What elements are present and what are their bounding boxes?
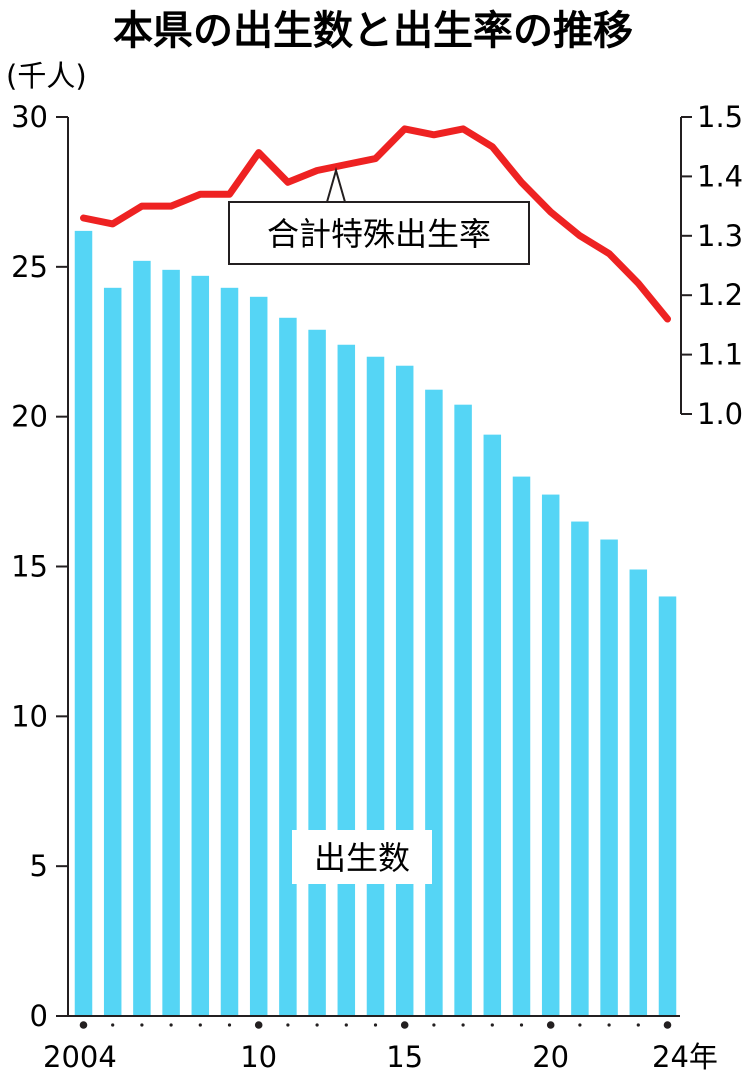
x-tick-dot bbox=[578, 1023, 582, 1027]
bar-2024 bbox=[658, 596, 677, 1016]
x-tick-dot bbox=[432, 1023, 436, 1027]
x-tick-dot bbox=[607, 1023, 611, 1027]
left-tick-label: 30 bbox=[11, 100, 48, 134]
left-axis-unit: (千人) bbox=[6, 59, 87, 93]
bar-2022 bbox=[600, 539, 618, 1016]
bar-2013 bbox=[337, 344, 356, 1016]
x-tick-dot bbox=[286, 1023, 290, 1027]
bar-2023 bbox=[629, 569, 648, 1016]
x-tick-dot bbox=[169, 1023, 173, 1027]
right-tick-label: 1.5 bbox=[697, 100, 743, 134]
rate-label-box bbox=[228, 201, 530, 265]
rate-series-label: 合計特殊出生率 bbox=[267, 215, 491, 253]
x-tick-dot bbox=[373, 1023, 378, 1027]
right-tick-label: 1.4 bbox=[697, 159, 743, 193]
left-tick-label: 0 bbox=[30, 999, 48, 1033]
x-tick-label: 24年 bbox=[652, 1040, 718, 1074]
bar-2008 bbox=[191, 275, 210, 1016]
rate-label-pointer bbox=[326, 166, 346, 203]
fertility-rate-line bbox=[80, 125, 671, 323]
bar-2014 bbox=[366, 356, 385, 1016]
birth-count-bars bbox=[74, 230, 677, 1017]
left-tick-label: 15 bbox=[11, 550, 48, 584]
left-tick-label: 25 bbox=[11, 250, 48, 284]
right-tick-label: 1.0 bbox=[697, 397, 743, 431]
right-tick-label: 1.1 bbox=[697, 338, 743, 372]
bar-2007 bbox=[162, 269, 180, 1017]
x-tick-dot bbox=[663, 1021, 672, 1029]
count-label-box bbox=[292, 830, 432, 884]
x-tick-dot bbox=[344, 1023, 348, 1027]
x-tick-dot bbox=[636, 1023, 640, 1027]
x-tick-dot bbox=[254, 1021, 263, 1029]
x-tick-dot bbox=[315, 1023, 319, 1027]
axes: 0 5 10 15 20 25 30 1.0 1.1 1.2 1.3 1.4 1.5 2004 10 15 20… bbox=[11, 100, 743, 1074]
bar-2005 bbox=[103, 287, 122, 1016]
bar-2006 bbox=[133, 260, 151, 1017]
bar-2012 bbox=[308, 329, 326, 1017]
bar-2015 bbox=[395, 365, 414, 1016]
x-tick-label: 2004 bbox=[43, 1040, 117, 1074]
bar-2017 bbox=[454, 404, 472, 1016]
right-tick-label: 1.3 bbox=[697, 219, 743, 253]
left-tick-label: 20 bbox=[11, 400, 48, 434]
x-tick-label: 10 bbox=[240, 1040, 277, 1074]
bar-2019 bbox=[512, 476, 531, 1017]
x-tick-dot bbox=[140, 1023, 144, 1027]
x-tick-dot bbox=[400, 1021, 409, 1029]
left-tick-label: 5 bbox=[30, 849, 48, 883]
bar-2010 bbox=[249, 296, 268, 1016]
right-tick-label: 1.2 bbox=[697, 278, 743, 312]
x-tick-dot bbox=[79, 1021, 88, 1029]
x-tick-dot bbox=[546, 1021, 555, 1029]
left-tick-label: 10 bbox=[11, 699, 48, 733]
x-tick-label: 15 bbox=[386, 1040, 423, 1074]
x-tick-dot bbox=[111, 1023, 115, 1027]
chart-title: 本県の出生数と出生率の推移 bbox=[113, 8, 633, 54]
bar-2016 bbox=[425, 389, 443, 1016]
x-tick-dot bbox=[461, 1023, 465, 1027]
x-tick-dot bbox=[227, 1023, 232, 1027]
rate-line-path bbox=[80, 125, 671, 323]
bar-2011 bbox=[279, 317, 297, 1016]
bar-2004 bbox=[74, 230, 93, 1016]
bar-2009 bbox=[220, 287, 239, 1016]
bar-2018 bbox=[483, 434, 502, 1016]
x-tick-dot bbox=[519, 1023, 524, 1027]
bar-2021 bbox=[571, 521, 589, 1016]
bar-2020 bbox=[541, 494, 560, 1017]
x-tick-label: 20 bbox=[532, 1040, 569, 1074]
count-series-label: 出生数 bbox=[314, 839, 410, 877]
x-tick-dot bbox=[490, 1023, 494, 1027]
x-tick-dot bbox=[198, 1023, 202, 1027]
